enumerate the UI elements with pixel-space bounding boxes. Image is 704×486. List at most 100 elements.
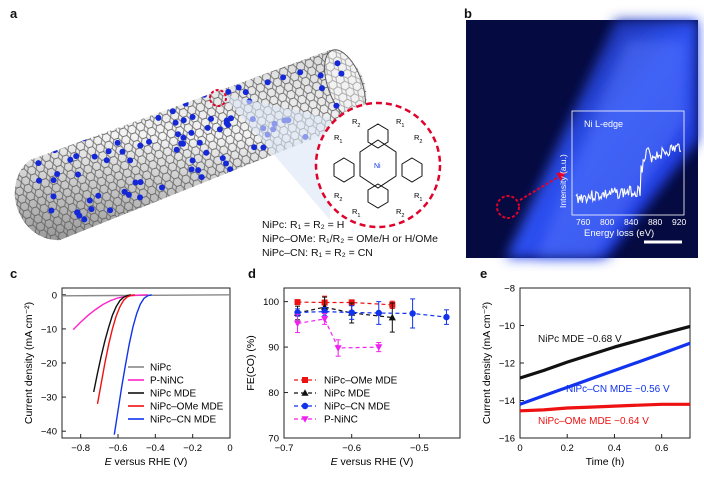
panel-letter-a: a — [10, 6, 18, 21]
y-tick-label: 80 — [268, 388, 279, 399]
x-tick-label: −0.2 — [183, 443, 202, 454]
chart-e-stability: 0 0.2 0.4 0.6 −8 −10 −12 −14 −16 NiPc MDE −0.68 V… — [481, 284, 691, 468]
ni-site-dot — [189, 114, 196, 120]
x-tick-label: −0.6 — [109, 443, 128, 454]
ni-site-dot — [48, 207, 55, 214]
ni-site-dot — [216, 126, 223, 133]
ni-site-dot — [75, 171, 81, 178]
ni-site-dot — [196, 139, 203, 146]
data-point — [302, 377, 308, 383]
y-tick-label: −12 — [499, 359, 515, 370]
y-tick-label: 90 — [268, 343, 279, 354]
ni-site-dot — [159, 184, 165, 191]
ni-site-dot — [333, 102, 340, 109]
x-tick-label: 0.4 — [608, 443, 621, 454]
series-line — [519, 324, 691, 380]
ni-site-dot — [223, 160, 229, 167]
ni-site-dot — [228, 115, 234, 122]
ni-site-dot — [201, 91, 208, 98]
definition-nipc-ome: NiPc–OMe: R₁/R₂ = OMe/H or H/OMe — [262, 233, 438, 245]
derivative-definitions: NiPc: R₁ = R₂ = H NiPc–OMe: R₁/R₂ = OMe/… — [262, 218, 438, 260]
r-label: R1 — [414, 191, 422, 203]
data-point — [443, 313, 450, 321]
ni-site-dot — [188, 166, 195, 173]
eels-tick-label: 760 — [576, 217, 590, 227]
zoom-circle — [314, 101, 442, 229]
ni-site-dot — [334, 60, 341, 67]
x-tick-label: −0.4 — [146, 443, 165, 454]
ni-site-dot — [67, 156, 74, 163]
panel-letter-d: d — [248, 266, 256, 281]
ni-site-dot — [88, 206, 95, 213]
ni-site-dot — [235, 84, 242, 91]
ni-site-dot — [219, 155, 226, 162]
ni-site-dot — [121, 188, 128, 195]
ni-site-dot — [49, 143, 56, 150]
y-tick-label: −40 — [41, 427, 57, 438]
ni-site-dot — [225, 122, 232, 128]
ni-site-dot — [189, 157, 196, 164]
ni-site-dot — [260, 144, 267, 151]
ni-site-dot — [75, 133, 82, 139]
r-label: R1 — [396, 117, 404, 129]
ni-site-dot — [203, 149, 210, 156]
ni-site-dot — [180, 134, 187, 141]
data-point — [294, 299, 301, 306]
ni-site-dot — [50, 193, 57, 200]
series-label: NiPc–CN MDE −0.56 V — [566, 384, 670, 395]
r-label: R1 — [352, 207, 360, 219]
data-point — [321, 316, 329, 323]
ni-site-dot — [51, 147, 58, 154]
series-line — [519, 341, 691, 406]
y-tick-label: 100 — [263, 297, 279, 308]
chart-c-polarization: −0.8 −0.6 −0.4 −0.2 0 0 −10 −20 −30 −40 E versus R… — [23, 287, 233, 468]
data-point — [321, 303, 329, 310]
data-point — [301, 389, 309, 396]
series-label: NiPc–OMe MDE −0.64 V — [538, 416, 649, 427]
ni-site-dot — [50, 177, 57, 184]
ni-site-dot — [251, 144, 258, 151]
ni-site-dot — [242, 89, 249, 96]
r-label: R2 — [396, 207, 404, 219]
carbon-nanotube — [14, 49, 367, 241]
callout-arrow — [519, 175, 561, 201]
ni-center-label: Ni — [374, 163, 381, 170]
data-point — [388, 313, 396, 321]
eels-inset-frame — [571, 110, 685, 216]
ni-site-dot — [127, 157, 134, 164]
series-line — [93, 294, 132, 393]
ni-site-dot — [180, 117, 187, 124]
ni-site-dot — [204, 124, 211, 131]
ni-site-dot — [338, 70, 345, 77]
series-line — [113, 294, 152, 435]
panel-letter-c: c — [10, 266, 18, 281]
data-point — [409, 310, 416, 317]
ni-site-dot — [172, 119, 179, 126]
x-tick-label: −0.6 — [342, 443, 361, 454]
panel-letter-e: e — [480, 266, 488, 281]
definition-nipc-cn: NiPc–CN: R₁ = R₂ = CN — [262, 247, 373, 259]
eels-tick-label: 920 — [672, 217, 686, 227]
ni-site-dot — [137, 142, 144, 149]
x-tick-label: 0.2 — [561, 443, 574, 454]
eels-tick-label: 840 — [624, 217, 638, 227]
x-axis-title: Time (h) — [586, 456, 625, 468]
x-tick-label: −0.7 — [275, 443, 294, 454]
data-point — [301, 402, 309, 410]
ni-site-dot — [198, 174, 205, 181]
series-line — [96, 294, 135, 405]
legend-label: NiPc–OMe MDE — [324, 376, 398, 387]
chart-d-faradaic-efficiency: −0.7 −0.6 −0.5 70 80 90 100 E versus RHE (V) FE(… — [245, 287, 461, 468]
stem-image: Ni L-edge Intensity (a.u.) 760 800 840 880 9… — [466, 20, 698, 258]
ni-site-dot — [225, 88, 232, 95]
ni-site-dot — [86, 197, 93, 204]
y-axis-title: FE(CO) (%) — [245, 335, 257, 390]
ni-site-dot — [155, 114, 162, 121]
legend-label: NiPc–CN MDE — [150, 415, 216, 426]
ni-site-dot — [319, 85, 325, 92]
ni-site-dot — [297, 69, 304, 76]
x-axis-title: E versus RHE (V) — [331, 456, 414, 468]
legend-label: NiPc–OMe MDE — [150, 402, 224, 413]
ni-site-dot — [182, 100, 189, 107]
ni-site-dot — [54, 171, 61, 177]
